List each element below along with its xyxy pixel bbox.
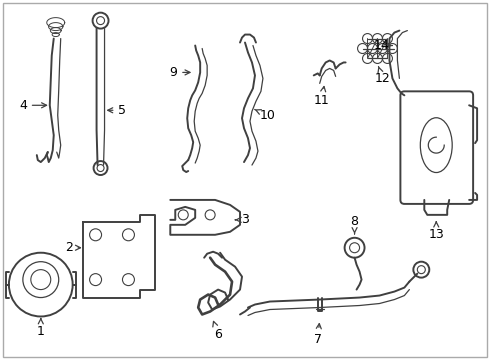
- Text: 9: 9: [170, 66, 190, 79]
- Text: 4: 4: [19, 99, 47, 112]
- Text: 11: 11: [314, 86, 330, 107]
- Text: 10: 10: [255, 109, 276, 122]
- Text: 8: 8: [350, 215, 359, 234]
- Text: 3: 3: [235, 213, 249, 226]
- Text: 2: 2: [65, 241, 80, 254]
- Text: 13: 13: [428, 222, 444, 241]
- Text: 12: 12: [374, 67, 391, 85]
- Text: 5: 5: [108, 104, 126, 117]
- Text: 6: 6: [213, 321, 222, 341]
- Text: 1: 1: [37, 319, 45, 338]
- Text: 7: 7: [314, 324, 322, 346]
- Text: 14: 14: [373, 39, 392, 52]
